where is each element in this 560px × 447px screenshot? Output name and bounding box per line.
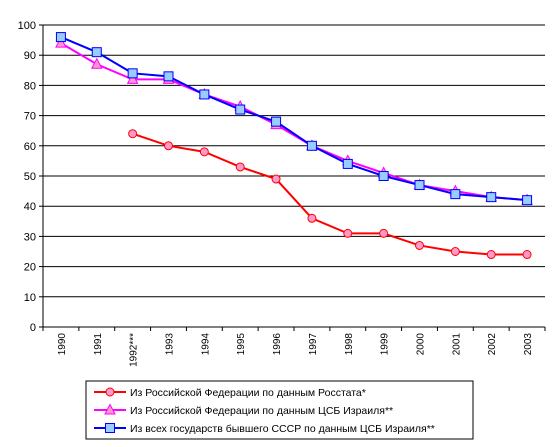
data-point — [55, 36, 67, 48]
data-point — [271, 116, 282, 127]
y-tick-label: 60 — [24, 141, 36, 153]
y-tick-label: 70 — [24, 111, 36, 123]
legend: Из Российской Федерации по данным Росста… — [85, 380, 474, 440]
data-point — [199, 147, 209, 157]
series-line — [60, 36, 528, 202]
data-point — [306, 140, 317, 151]
legend-label: Из Российской Федерации по данным ЦСБ Из… — [130, 405, 393, 417]
series-line — [132, 132, 528, 256]
y-tick-label: 0 — [30, 322, 36, 334]
data-point — [163, 71, 174, 82]
data-point — [164, 141, 173, 151]
x-tick-label: 1999 — [380, 333, 391, 356]
data-point — [91, 47, 102, 58]
x-tick-label: 1995 — [236, 333, 247, 356]
legend-entry: Из Российской Федерации по данным Росста… — [94, 387, 366, 399]
series-group — [55, 32, 533, 260]
data-point — [415, 240, 424, 250]
legend-marker — [104, 403, 116, 415]
y-tick-label: 80 — [24, 80, 36, 92]
data-point — [55, 32, 66, 43]
data-point — [522, 250, 532, 260]
legend-entry: Из Российской Федерации по данным ЦСБ Из… — [94, 403, 393, 417]
x-tick-label: 1990 — [57, 333, 68, 356]
data-point — [235, 104, 246, 115]
x-tick-label: 2000 — [416, 333, 427, 356]
legend-label: Из всех государств бывшего СССР по данны… — [130, 423, 435, 435]
data-point — [90, 57, 103, 69]
x-tick-label: 2003 — [523, 333, 534, 356]
x-tick-label: 1997 — [308, 333, 319, 356]
data-point — [379, 228, 389, 238]
gridlines — [43, 24, 545, 298]
data-point — [486, 192, 497, 203]
x-tick-label: 1996 — [272, 333, 283, 356]
legend-box — [85, 380, 474, 440]
x-tick-label: 1991 — [93, 333, 104, 356]
data-point — [450, 189, 461, 200]
data-point — [307, 213, 317, 223]
y-tick-label: 20 — [24, 262, 36, 274]
x-tick-label: 1993 — [165, 333, 176, 356]
x-tick-label: 1998 — [344, 333, 355, 356]
data-point — [486, 250, 496, 260]
legend-marker — [105, 387, 115, 397]
x-tick-label: 1992*** — [129, 333, 140, 367]
data-point — [126, 72, 139, 84]
data-point — [128, 129, 138, 139]
data-point — [522, 195, 533, 206]
y-tick-label: 50 — [24, 171, 36, 183]
x-tick-label: 1994 — [200, 333, 211, 356]
series-line — [60, 42, 528, 202]
data-point — [343, 228, 353, 238]
series-2 — [55, 36, 533, 205]
data-point — [342, 158, 353, 169]
data-point — [378, 171, 389, 181]
legend-label: Из Российской Федерации по данным Росста… — [130, 387, 366, 399]
y-tick-label: 30 — [24, 231, 36, 243]
data-point — [127, 68, 138, 79]
y-tick-label: 10 — [24, 292, 36, 304]
data-point — [271, 174, 281, 184]
data-point — [414, 180, 425, 191]
series-3 — [55, 32, 533, 206]
y-tick-label: 90 — [24, 50, 36, 62]
data-point — [199, 89, 210, 100]
data-point — [235, 162, 245, 172]
y-tick-label: 40 — [24, 201, 36, 213]
axes: 0 10 20 30 40 50 60 70 80 90 100 1990 1991 1992*** 199… — [18, 20, 546, 367]
y-tick-label: 100 — [18, 20, 36, 32]
data-point — [450, 247, 460, 256]
x-tick-label: 2002 — [487, 333, 498, 356]
series-1 — [128, 129, 532, 260]
legend-marker — [105, 423, 115, 433]
legend-entry: Из всех государств бывшего СССР по данны… — [94, 423, 435, 435]
x-tick-label: 2001 — [451, 333, 462, 356]
